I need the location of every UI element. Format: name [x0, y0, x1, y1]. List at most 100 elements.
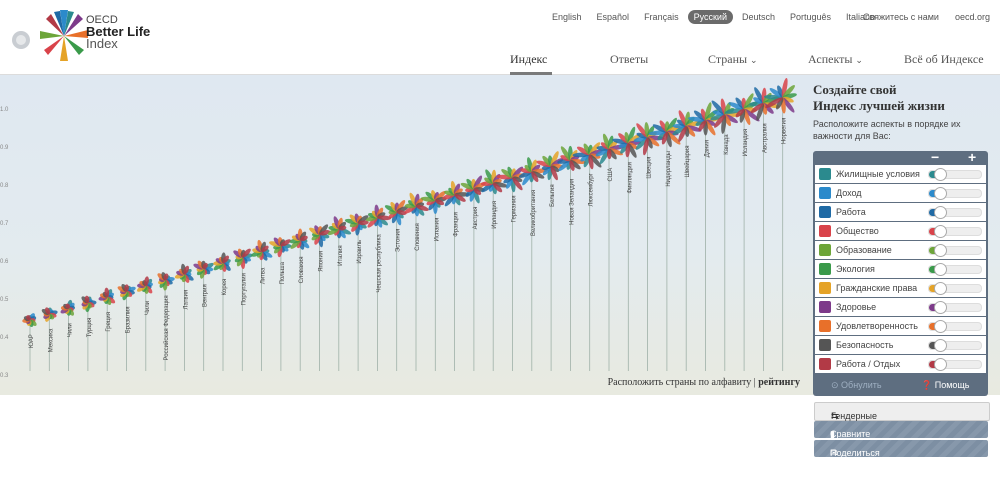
sort-alphabetical-link[interactable]: алфавиту — [711, 377, 752, 388]
importance-slider[interactable] — [928, 168, 982, 181]
country-label[interactable]: Австралия — [762, 123, 768, 153]
country-flower[interactable]: Чили — [136, 276, 154, 371]
country-flower[interactable]: США — [595, 133, 627, 371]
country-label[interactable]: Исландия — [743, 129, 749, 157]
nav-about[interactable]: Всё об Индексе — [904, 52, 984, 72]
country-label[interactable]: Турция — [87, 318, 93, 338]
share-button[interactable]: ✉ Поделиться своим индексом — [814, 440, 988, 478]
lang-english[interactable]: English — [552, 12, 582, 22]
country-label[interactable]: Италия — [338, 245, 344, 265]
country-flower[interactable]: Дания — [688, 102, 720, 371]
importance-slider[interactable] — [928, 301, 982, 314]
country-flower[interactable]: Мексика — [41, 307, 59, 371]
slider-handle[interactable] — [934, 225, 947, 238]
country-flower[interactable]: Япония — [308, 223, 331, 371]
country-flower[interactable]: Латвия — [174, 263, 195, 371]
lang-italian[interactable]: Italiano — [846, 12, 876, 22]
country-label[interactable]: Мексика — [48, 328, 54, 352]
lang-french[interactable]: Français — [644, 12, 679, 22]
help-button[interactable]: ❓ Помощь — [921, 380, 970, 391]
importance-slider[interactable] — [928, 282, 982, 295]
country-flower[interactable]: Великобритания — [518, 157, 548, 371]
slider-handle[interactable] — [934, 320, 947, 333]
country-flower[interactable]: Литва — [250, 239, 273, 371]
slider-handle[interactable] — [934, 206, 947, 219]
country-label[interactable]: Люксембург — [589, 172, 595, 206]
importance-slider[interactable] — [928, 206, 982, 219]
country-label[interactable]: Бельгия — [550, 184, 556, 207]
topic-row[interactable]: Безопасность — [815, 336, 986, 354]
topic-row[interactable]: Доход — [815, 184, 986, 202]
country-flower[interactable]: Нидерланды — [648, 117, 681, 371]
oecd-org-link[interactable]: oecd.org — [954, 12, 990, 22]
nav-answers[interactable]: Ответы — [610, 52, 648, 72]
country-label[interactable]: Финляндия — [627, 162, 633, 193]
topic-row[interactable]: Работа / Отдых — [815, 355, 986, 373]
country-flower[interactable]: Австрия — [460, 175, 487, 371]
importance-slider[interactable] — [928, 225, 982, 238]
country-flower[interactable]: Испания — [420, 189, 447, 371]
country-label[interactable]: ЮАР — [29, 334, 35, 348]
logo-text[interactable]: OECD Better Life Index — [86, 14, 150, 50]
country-flower[interactable]: Венгрия — [193, 260, 215, 371]
country-label[interactable]: Швейцария — [684, 146, 691, 178]
country-flower[interactable]: Бельгия — [536, 150, 565, 371]
country-flower[interactable]: Люксембург — [572, 141, 604, 371]
country-label[interactable]: Норвегия — [782, 118, 788, 144]
country-flower[interactable]: ЮАР — [22, 312, 38, 371]
country-label[interactable]: Литва — [261, 267, 267, 284]
nav-countries[interactable]: Страны ⌄ — [708, 52, 758, 72]
country-label[interactable]: Венгрия — [203, 284, 209, 307]
country-label[interactable]: Австрия — [473, 207, 479, 230]
country-label[interactable]: Франция — [454, 212, 460, 237]
lang-portuguese[interactable]: Português — [790, 12, 832, 22]
country-label[interactable]: Бразилия — [126, 306, 132, 333]
slider-handle[interactable] — [934, 301, 947, 314]
importance-slider[interactable] — [928, 339, 982, 352]
importance-slider[interactable] — [928, 187, 982, 200]
gender-differences-button[interactable]: ⇆ Гендерные различия — [814, 402, 990, 431]
country-flower[interactable]: Италия — [327, 216, 352, 371]
slider-handle[interactable] — [934, 339, 947, 352]
slider-handle[interactable] — [934, 244, 947, 257]
country-flower[interactable]: Российская Федерация — [156, 271, 175, 371]
nav-topics[interactable]: Аспекты ⌄ — [808, 52, 863, 72]
country-flower[interactable]: Канада — [710, 98, 743, 371]
importance-slider[interactable] — [928, 244, 982, 257]
lang-spanish[interactable]: Español — [596, 12, 630, 22]
country-flower[interactable]: Греция — [98, 287, 116, 371]
country-label[interactable]: Ирландия — [492, 201, 498, 229]
topic-row[interactable]: Удовлетворенность — [815, 317, 986, 335]
contact-link[interactable]: Свяжитесь с нами — [862, 12, 939, 22]
country-flower[interactable]: Словения — [403, 192, 429, 371]
collapse-all-button[interactable]: − — [931, 149, 940, 165]
reset-button[interactable]: ⊙ Обнулить — [831, 380, 882, 390]
country-label[interactable]: Канада — [724, 134, 730, 155]
country-flower[interactable]: Корея — [212, 252, 232, 371]
country-flower[interactable]: Польша — [268, 236, 292, 371]
importance-slider[interactable] — [928, 263, 982, 276]
topic-row[interactable]: Гражданские права — [815, 279, 986, 297]
lang-german[interactable]: Deutsch — [741, 12, 776, 22]
topic-row[interactable]: Здоровье — [815, 298, 986, 316]
country-flower[interactable]: Новая Зеландия — [557, 145, 586, 371]
country-label[interactable]: Чили — [145, 301, 151, 315]
topic-row[interactable]: Жилищные условия — [815, 165, 986, 183]
country-label[interactable]: Германия — [512, 195, 518, 222]
country-flower[interactable]: Чешская республика — [365, 204, 392, 371]
topic-row[interactable]: Экология — [815, 260, 986, 278]
country-label[interactable]: Чили — [68, 323, 74, 337]
country-flower[interactable]: Германия — [496, 165, 525, 371]
country-label[interactable]: Греция — [106, 312, 112, 332]
country-flower[interactable]: Словакия — [289, 228, 310, 371]
country-label[interactable]: Великобритания — [531, 190, 537, 236]
slider-handle[interactable] — [934, 263, 947, 276]
country-flower[interactable]: Франция — [442, 180, 470, 371]
country-flower[interactable]: Исландия — [724, 92, 761, 371]
country-flower[interactable]: Турция — [80, 295, 97, 371]
slider-handle[interactable] — [934, 187, 947, 200]
country-label[interactable]: Израиль — [357, 240, 363, 264]
sort-ranking-link[interactable]: рейтингу — [758, 377, 800, 388]
topic-row[interactable]: Работа — [815, 203, 986, 221]
slider-handle[interactable] — [934, 282, 947, 295]
